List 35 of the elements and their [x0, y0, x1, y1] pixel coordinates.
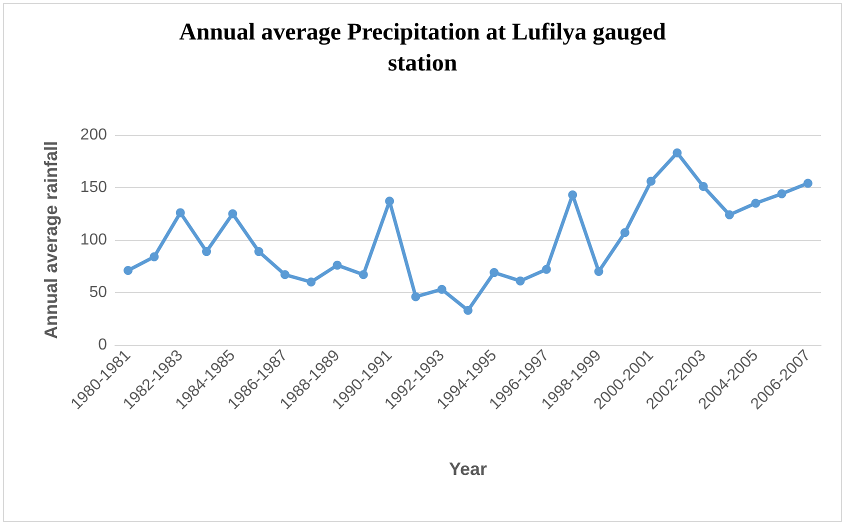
point	[751, 198, 760, 208]
y-axis-title: Annual average rainfall	[41, 140, 61, 340]
point	[411, 292, 420, 302]
chart-title: Annual average Precipitation at Lufilya gauged station	[179, 20, 667, 76]
point	[176, 208, 185, 218]
point	[490, 268, 499, 278]
point	[124, 266, 133, 275]
y-tick-label: 0	[98, 336, 108, 354]
point	[620, 228, 630, 238]
point	[542, 264, 551, 274]
point	[150, 252, 159, 262]
point	[568, 190, 578, 200]
point	[464, 306, 472, 315]
point	[803, 178, 812, 188]
point	[254, 247, 264, 256]
point	[202, 247, 212, 256]
point	[228, 209, 238, 218]
point	[698, 182, 708, 191]
y-tick-label: 100	[80, 232, 108, 248]
y-tick-label: 150	[80, 179, 108, 196]
y-tick-label: 50	[89, 284, 108, 301]
point	[646, 176, 656, 186]
point	[437, 284, 446, 294]
x-axis-title: Year	[448, 459, 488, 479]
point	[777, 189, 786, 198]
point	[594, 267, 604, 276]
point	[516, 276, 525, 286]
point	[385, 196, 394, 206]
point	[724, 210, 734, 220]
point	[672, 148, 682, 158]
point	[358, 270, 368, 280]
point	[306, 278, 316, 286]
y-tick-label: 200	[80, 126, 108, 144]
point	[332, 260, 342, 270]
point	[280, 270, 290, 280]
